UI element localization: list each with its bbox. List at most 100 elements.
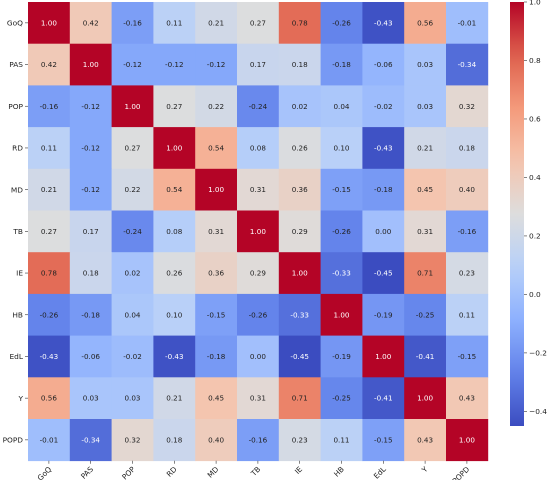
heatmap-cell <box>111 419 154 462</box>
cell-value-label: 1.00 <box>333 310 349 319</box>
column-tick-label: PAS <box>79 465 95 480</box>
cell-value-label: -0.12 <box>165 60 184 69</box>
heatmap-cell <box>404 168 447 211</box>
heatmap-cells <box>28 2 489 462</box>
heatmap-cell <box>111 377 154 420</box>
cell-value-label: 0.02 <box>292 102 308 111</box>
cell-value-label: -0.12 <box>81 185 100 194</box>
cell-value-label: -0.34 <box>458 60 477 69</box>
row-tick-label: Y <box>17 394 23 403</box>
cell-value-label: 0.27 <box>166 102 182 111</box>
colorbar-tick-label: 0.0 <box>529 290 541 299</box>
heatmap-cell <box>278 377 321 420</box>
heatmap-cell <box>320 252 363 295</box>
cell-value-label: 0.71 <box>417 269 433 278</box>
heatmap-cell <box>153 210 196 253</box>
cell-value-label: 0.71 <box>292 394 308 403</box>
cell-value-label: 1.00 <box>375 352 391 361</box>
cell-value-label: -0.12 <box>81 143 100 152</box>
cell-value-label: 0.54 <box>166 185 182 194</box>
heatmap-cell <box>362 335 405 378</box>
cell-value-label: -0.43 <box>165 352 184 361</box>
cell-value-label: 0.40 <box>459 185 475 194</box>
cell-value-label: 0.36 <box>292 185 308 194</box>
heatmap-cell <box>195 335 238 378</box>
cell-value-label: 0.21 <box>208 18 224 27</box>
heatmap-cell <box>278 210 321 253</box>
cell-value-label: -0.41 <box>416 352 435 361</box>
heatmap-cell <box>404 2 447 45</box>
cell-value-label: -0.12 <box>123 60 142 69</box>
cell-value-label: -0.26 <box>249 310 268 319</box>
cell-value-label: 0.03 <box>417 60 433 69</box>
heatmap-cell <box>111 127 154 170</box>
cell-value-label: 0.78 <box>292 18 308 27</box>
cell-value-label: -0.33 <box>290 310 309 319</box>
cell-value-label: -0.19 <box>374 310 393 319</box>
row-tick-label: POP <box>8 102 23 111</box>
column-tick-label: EdL <box>372 464 389 480</box>
heatmap-cell <box>404 210 447 253</box>
cell-value-label: 0.18 <box>166 435 182 444</box>
heatmap-cell <box>278 252 321 295</box>
heatmap-cell <box>69 127 112 170</box>
cell-value-label: 1.00 <box>166 143 182 152</box>
cell-value-label: 0.36 <box>208 269 224 278</box>
cell-value-label: 0.23 <box>459 269 475 278</box>
colorbar-tick-label: 0.8 <box>529 56 541 65</box>
cell-value-label: 0.32 <box>124 435 140 444</box>
row-tick-label: RD <box>12 144 23 153</box>
column-tick-label: RD <box>165 465 179 479</box>
column-tick-label: POP <box>120 464 137 480</box>
heatmap-cell <box>195 252 238 295</box>
heatmap-cell <box>278 419 321 462</box>
heatmap-cell <box>446 210 489 253</box>
heatmap-cell <box>28 168 71 211</box>
cell-value-label: -0.15 <box>374 435 393 444</box>
cell-value-label: 0.78 <box>41 269 57 278</box>
cell-value-label: -0.15 <box>332 185 351 194</box>
colorbar-tick-label: −0.2 <box>529 348 547 357</box>
cell-value-label: -0.02 <box>374 102 393 111</box>
heatmap-cell <box>195 419 238 462</box>
heatmap-cell <box>237 85 280 128</box>
cell-value-label: 0.42 <box>41 60 57 69</box>
heatmap-cell <box>278 293 321 336</box>
heatmap-cell <box>28 335 71 378</box>
cell-value-label: 0.26 <box>292 143 308 152</box>
heatmap-cell <box>446 43 489 86</box>
cell-value-label: 0.45 <box>417 185 433 194</box>
heatmap-cell <box>69 252 112 295</box>
heatmap-cell <box>446 2 489 45</box>
cell-value-label: -0.16 <box>249 435 268 444</box>
cell-value-label: -0.41 <box>374 394 393 403</box>
heatmap-cell <box>446 85 489 128</box>
cell-value-label: 1.00 <box>124 102 140 111</box>
heatmap-cell <box>446 252 489 295</box>
cell-value-label: 0.43 <box>459 394 475 403</box>
cell-value-label: 0.11 <box>333 435 349 444</box>
cell-value-label: 0.17 <box>250 60 266 69</box>
heatmap-cell <box>69 210 112 253</box>
heatmap-cell <box>320 85 363 128</box>
heatmap-cell <box>362 419 405 462</box>
heatmap-cell <box>278 335 321 378</box>
heatmap-cell <box>278 127 321 170</box>
cell-value-label: 0.03 <box>124 394 140 403</box>
row-tick-label: MD <box>11 185 23 194</box>
heatmap-cell <box>446 168 489 211</box>
cell-value-label: -0.06 <box>81 352 100 361</box>
heatmap-cell <box>237 43 280 86</box>
heatmap-cell <box>446 293 489 336</box>
heatmap-cell <box>111 85 154 128</box>
cell-value-label: -0.18 <box>374 185 393 194</box>
cell-value-label: 0.18 <box>292 60 308 69</box>
heatmap-cell <box>362 252 405 295</box>
cell-value-label: 0.29 <box>250 269 266 278</box>
cell-value-label: -0.43 <box>374 18 393 27</box>
heatmap-cell <box>320 168 363 211</box>
cell-value-label: -0.18 <box>332 60 351 69</box>
heatmap-cell <box>320 293 363 336</box>
cell-value-label: 0.21 <box>166 394 182 403</box>
